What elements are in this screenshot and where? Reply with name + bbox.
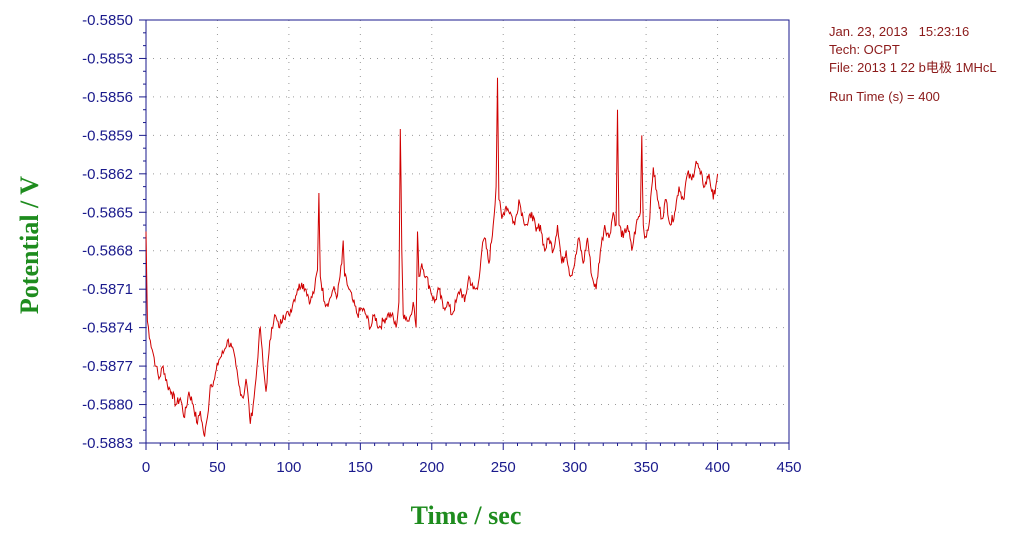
y-tick-label: -0.5868 bbox=[82, 243, 133, 260]
x-tick-label: 300 bbox=[562, 459, 587, 476]
x-tick-label: 200 bbox=[419, 459, 444, 476]
info-run-time: Run Time (s) = 400 bbox=[829, 89, 940, 104]
y-tick-label: -0.5850 bbox=[82, 12, 133, 29]
y-tick-label: -0.5874 bbox=[82, 320, 133, 337]
y-tick-label: -0.5880 bbox=[82, 397, 133, 414]
plot-frame bbox=[145, 19, 790, 444]
y-axis-title: Potential / V bbox=[15, 176, 44, 314]
info-date-time: Jan. 23, 2013 15:23:16 bbox=[829, 24, 970, 39]
y-tick-label: -0.5853 bbox=[82, 50, 133, 67]
y-tick-label: -0.5856 bbox=[82, 89, 133, 106]
grid bbox=[146, 20, 789, 443]
y-tick-label: -0.5862 bbox=[82, 166, 133, 183]
y-tick-label: -0.5871 bbox=[82, 281, 133, 298]
info-tech: Tech: OCPT bbox=[829, 42, 900, 57]
y-tick-label: -0.5877 bbox=[82, 358, 133, 375]
y-tick-label: -0.5865 bbox=[82, 204, 133, 221]
x-tick-label: 400 bbox=[705, 459, 730, 476]
ticks bbox=[139, 19, 790, 450]
info-file: File: 2013 1 22 b电极 1MHcL bbox=[829, 60, 997, 75]
x-tick-label: 50 bbox=[209, 459, 226, 476]
x-tick-label: 350 bbox=[634, 459, 659, 476]
x-tick-label: 250 bbox=[491, 459, 516, 476]
x-tick-label: 450 bbox=[776, 459, 801, 476]
x-tick-label: 150 bbox=[348, 459, 373, 476]
series-line bbox=[145, 77, 719, 437]
x-axis-title: Time / sec bbox=[411, 501, 522, 530]
y-tick-label: -0.5883 bbox=[82, 435, 133, 452]
y-tick-label: -0.5859 bbox=[82, 127, 133, 144]
x-tick-label: 0 bbox=[142, 459, 150, 476]
x-tick-label: 100 bbox=[276, 459, 301, 476]
tick-labels: 0 50 100 150 200 250 300 350 400 450 -0.5850 -0.585… bbox=[82, 12, 801, 476]
